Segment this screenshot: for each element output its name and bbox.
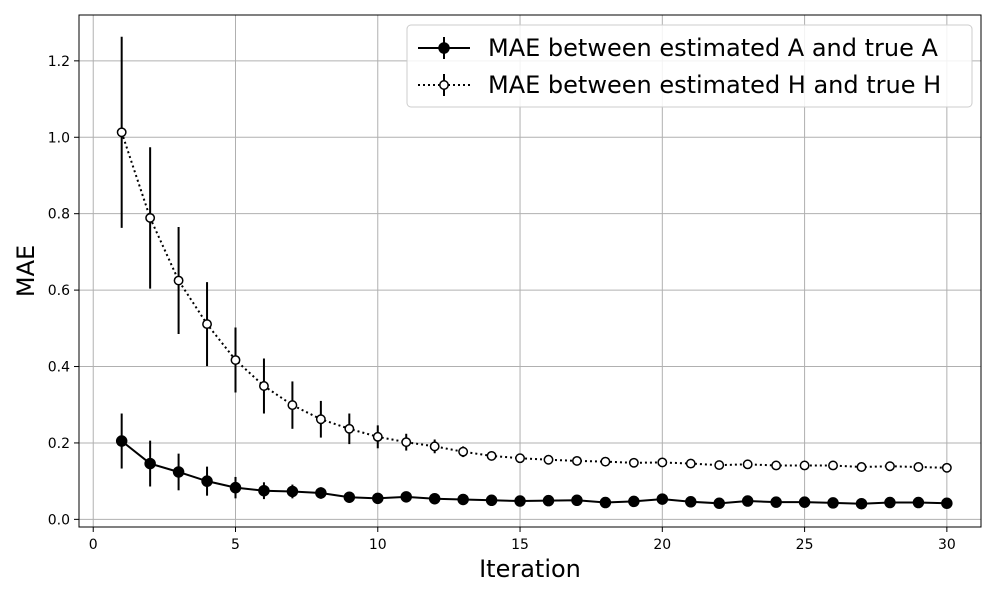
legend-entry: MAE between estimated A and true A <box>418 34 939 62</box>
data-point <box>400 491 412 503</box>
series-h <box>116 36 952 473</box>
data-point <box>912 496 925 509</box>
data-point <box>372 492 384 505</box>
data-point <box>543 454 554 465</box>
legend-box <box>406 24 973 108</box>
x-tick-label: 0 <box>89 537 98 553</box>
data-point <box>657 457 668 468</box>
data-point <box>258 484 270 497</box>
data-point <box>343 491 356 503</box>
data-point <box>742 459 753 470</box>
legend-marker-sample <box>439 80 449 90</box>
axes-layer: 0 5 10 15 20 25 30 0.0 0.2 0.4 0.6 0.8 1.0 1.2 <box>48 14 982 553</box>
y-tick-label: 0.6 <box>48 283 70 299</box>
data-point <box>856 462 867 472</box>
data-point <box>685 496 697 508</box>
data-point <box>401 437 412 448</box>
data-point <box>344 423 355 434</box>
series-line <box>121 440 947 505</box>
data-point <box>599 496 612 509</box>
legend-label: MAE between estimated H and true H <box>488 71 941 99</box>
data-point <box>144 457 156 470</box>
legend-marker-sample <box>438 42 450 54</box>
data-point <box>628 457 639 468</box>
series-a <box>115 413 953 510</box>
series-layer <box>115 36 953 510</box>
x-tick-label: 5 <box>231 537 240 553</box>
y-tick-label: 0.0 <box>48 512 70 528</box>
data-point <box>458 446 469 457</box>
data-point <box>201 475 213 487</box>
data-point <box>827 497 839 509</box>
legend: MAE between estimated A and true A MAE be… <box>406 24 973 108</box>
data-point <box>145 212 156 223</box>
data-point <box>173 275 184 286</box>
data-point <box>913 462 924 472</box>
data-point <box>685 458 696 469</box>
data-point <box>771 460 782 471</box>
data-point <box>741 495 754 507</box>
data-point <box>542 494 555 507</box>
legend-label: MAE between estimated A and true A <box>488 34 939 62</box>
series-line <box>120 131 947 469</box>
data-point <box>884 461 895 472</box>
data-point <box>770 496 782 508</box>
y-axis-title: MAE <box>12 245 40 297</box>
plot-frame <box>78 14 982 528</box>
data-point <box>286 485 299 498</box>
x-tick-label: 25 <box>796 537 814 553</box>
data-point <box>571 455 582 466</box>
data-point <box>941 497 953 510</box>
data-point <box>828 460 838 471</box>
data-point <box>571 494 583 507</box>
x-tick-label: 20 <box>653 537 671 553</box>
data-point <box>315 414 326 425</box>
data-point <box>172 466 185 478</box>
data-point <box>486 450 497 461</box>
y-tick-label: 1.2 <box>48 54 70 70</box>
data-point <box>713 497 725 510</box>
data-point <box>372 431 383 442</box>
data-point <box>514 495 526 507</box>
legend-entry: MAE between estimated H and true H <box>418 71 941 99</box>
data-point <box>884 496 896 509</box>
data-point <box>115 435 128 447</box>
data-point <box>230 355 241 365</box>
x-axis-title: Iteration <box>479 555 581 583</box>
x-tick-label: 30 <box>938 537 956 553</box>
data-point <box>428 492 441 505</box>
y-tick-label: 1.0 <box>48 130 70 146</box>
data-point <box>941 462 952 473</box>
data-point <box>799 460 810 471</box>
data-point <box>515 453 525 464</box>
data-point <box>315 487 327 499</box>
y-tick-label: 0.8 <box>48 207 70 223</box>
data-point <box>259 381 269 391</box>
data-point <box>429 441 440 452</box>
data-point <box>485 494 498 507</box>
y-tick-label: 0.4 <box>48 360 70 376</box>
data-point <box>229 481 242 494</box>
data-point <box>600 456 611 467</box>
data-point <box>287 400 298 411</box>
x-tick-label: 15 <box>511 537 529 553</box>
legend-items: MAE between estimated A and true A MAE be… <box>418 34 941 99</box>
y-tick-label: 0.2 <box>48 436 70 452</box>
data-point <box>457 493 469 506</box>
data-point <box>656 493 669 505</box>
data-point <box>714 460 725 471</box>
data-point <box>116 127 127 138</box>
data-point <box>628 495 640 508</box>
data-point <box>855 497 868 510</box>
data-point <box>202 319 212 330</box>
x-tick-label: 10 <box>369 537 387 553</box>
data-point <box>798 496 811 508</box>
